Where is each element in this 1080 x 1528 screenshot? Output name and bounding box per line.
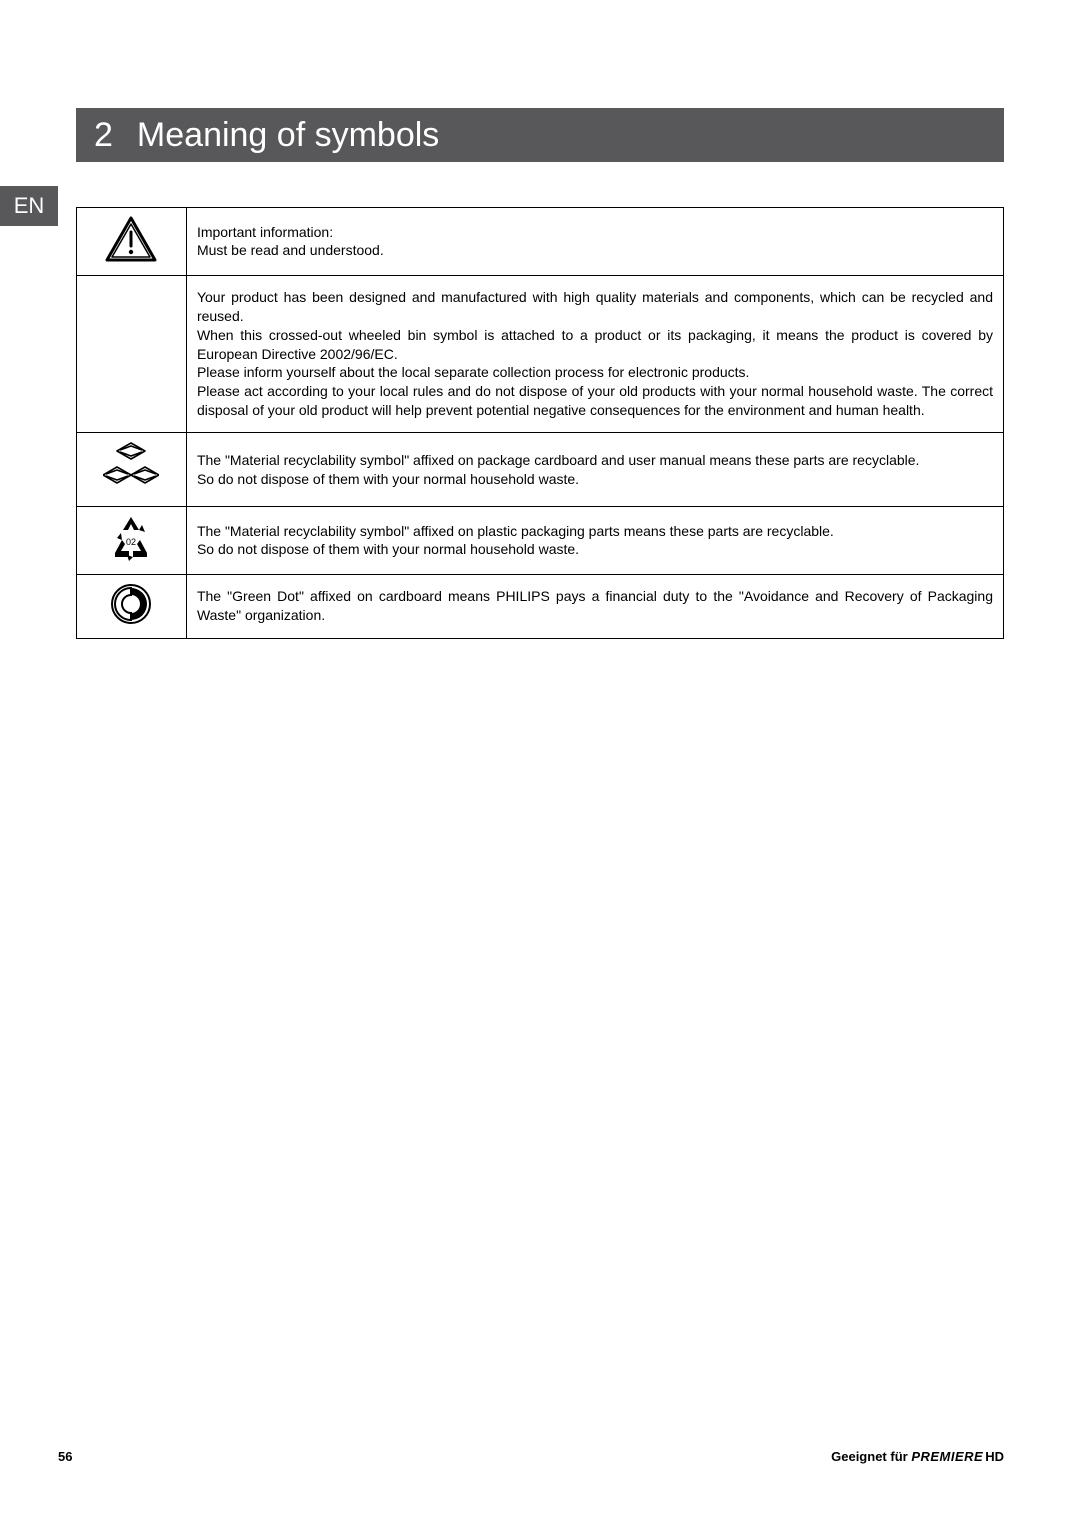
table-row: 02 The "Material recyclability symbol" a…	[77, 507, 1004, 575]
green-dot-icon	[110, 612, 152, 628]
language-label: EN	[14, 193, 45, 219]
footer-brand: PREMIERE	[911, 1449, 983, 1464]
section-title-bar: 2 Meaning of symbols	[76, 108, 1004, 162]
table-row: The "Green Dot" affixed on cardboard mea…	[77, 574, 1004, 638]
symbol-cell	[77, 574, 187, 638]
page-number: 56	[58, 1449, 72, 1464]
symbols-table: Important information:Must be read and u…	[76, 207, 1004, 639]
symbol-cell	[77, 275, 187, 432]
symbol-cell: 02	[77, 507, 187, 575]
description-text: Your product has been designed and manuf…	[197, 289, 993, 418]
description-cell: The "Material recyclability symbol" affi…	[186, 433, 1003, 507]
table-row: Your product has been designed and manuf…	[77, 275, 1004, 432]
description-text: The "Material recyclability symbol" affi…	[197, 523, 834, 558]
section-number: 2	[94, 116, 113, 155]
table-row: The "Material recyclability symbol" affi…	[77, 433, 1004, 507]
footer-right: Geeignet für PREMIEREHD	[831, 1449, 1004, 1464]
description-cell: Important information:Must be read and u…	[186, 208, 1003, 276]
description-text: The "Green Dot" affixed on cardboard mea…	[197, 588, 993, 623]
section-title-text: Meaning of symbols	[137, 116, 439, 155]
svg-text:02: 02	[126, 537, 136, 547]
description-cell: The "Green Dot" affixed on cardboard mea…	[186, 574, 1003, 638]
description-text: Important information:Must be read and u…	[197, 224, 384, 259]
description-text: The "Material recyclability symbol" affi…	[197, 452, 920, 487]
warning-icon	[105, 249, 157, 265]
symbol-cell	[77, 208, 187, 276]
symbol-cell	[77, 433, 187, 507]
symbols-table-body: Important information:Must be read and u…	[77, 208, 1004, 639]
description-cell: Your product has been designed and manuf…	[186, 275, 1003, 432]
language-tab: EN	[0, 186, 58, 226]
description-cell: The "Material recyclability symbol" affi…	[186, 507, 1003, 575]
table-row: Important information:Must be read and u…	[77, 208, 1004, 276]
footer-prefix: Geeignet für	[831, 1449, 911, 1464]
recycle-multi-icon	[103, 480, 159, 496]
page-footer: 56 Geeignet für PREMIEREHD	[58, 1449, 1004, 1464]
recycle-plastic-icon: 02	[107, 548, 155, 564]
footer-brand-suffix: HD	[985, 1449, 1004, 1464]
